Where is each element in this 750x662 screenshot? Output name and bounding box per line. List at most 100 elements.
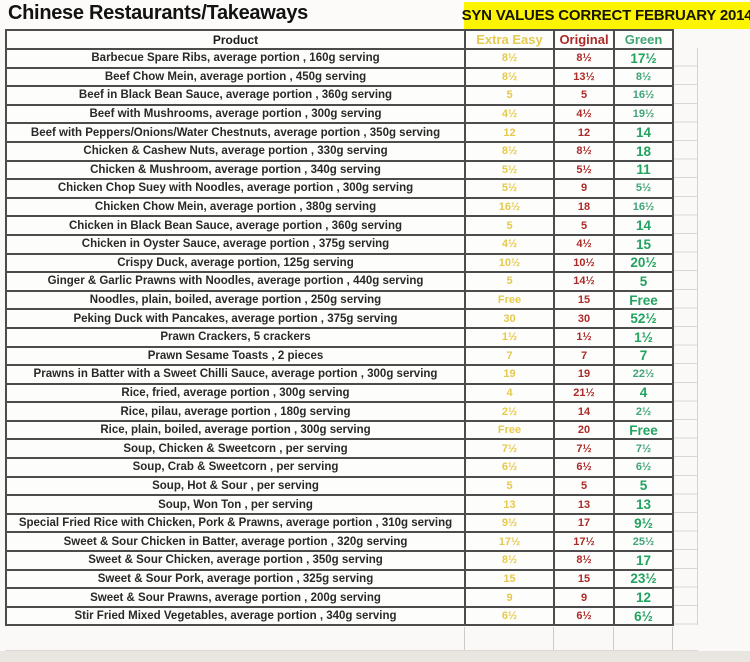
table-row: Prawn Sesame Toasts , 2 pieces 7 7 7 bbox=[5, 345, 674, 367]
original-cell: 5½ bbox=[553, 159, 615, 181]
product-cell: Soup, Won Ton , per serving bbox=[5, 494, 466, 515]
product-cell: Sweet & Sour Prawns, average portion , 2… bbox=[5, 587, 466, 608]
extra-easy-cell: 15 bbox=[464, 568, 555, 590]
table-row: Prawn Crackers, 5 crackers 1½ 1½ 1½ bbox=[5, 326, 674, 348]
green-cell: 17 bbox=[613, 550, 674, 571]
table-row: Ginger & Garlic Prawns with Noodles, ave… bbox=[5, 271, 674, 292]
empty-grid-row bbox=[5, 627, 698, 651]
product-cell: Crispy Duck, average portion, 125g servi… bbox=[5, 252, 466, 274]
extra-easy-cell: 4½ bbox=[464, 233, 555, 255]
original-cell: 21½ bbox=[553, 382, 615, 404]
original-cell: 14½ bbox=[553, 271, 615, 292]
table-row: Stir Fried Mixed Vegetables, average por… bbox=[5, 605, 674, 627]
table-row: Chicken in Black Bean Sauce, average por… bbox=[5, 215, 674, 236]
original-cell: 7½ bbox=[553, 438, 615, 460]
table-row: Special Fried Rice with Chicken, Pork & … bbox=[5, 512, 674, 534]
original-cell: 5 bbox=[553, 85, 615, 106]
table-row: Sweet & Sour Prawns, average portion , 2… bbox=[5, 587, 674, 608]
green-cell: 14 bbox=[613, 122, 674, 143]
original-cell: 17½ bbox=[553, 531, 615, 553]
original-cell: 9 bbox=[553, 587, 615, 608]
product-cell: Prawn Crackers, 5 crackers bbox=[5, 326, 466, 348]
product-cell: Ginger & Garlic Prawns with Noodles, ave… bbox=[5, 271, 466, 292]
extra-easy-cell: 6½ bbox=[464, 457, 555, 478]
green-cell: 7 bbox=[613, 345, 674, 367]
green-cell: 14 bbox=[613, 215, 674, 236]
product-cell: Rice, fried, average portion , 300g serv… bbox=[5, 382, 466, 404]
original-cell: 6½ bbox=[553, 605, 615, 627]
product-cell: Beef with Mushrooms, average portion , 3… bbox=[5, 103, 466, 125]
original-cell: 15 bbox=[553, 568, 615, 590]
green-cell: 17½ bbox=[613, 48, 674, 69]
product-cell: Prawns in Batter with a Sweet Chilli Sau… bbox=[5, 364, 466, 385]
table-row: Beef in Black Bean Sauce, average portio… bbox=[5, 85, 674, 106]
page-title: Chinese Restaurants/Takeaways bbox=[8, 2, 308, 24]
extra-easy-cell: 5½ bbox=[464, 159, 555, 181]
original-cell: 12 bbox=[553, 122, 615, 143]
extra-easy-cell: Free bbox=[464, 419, 555, 441]
original-cell: 5 bbox=[553, 475, 615, 497]
col-header-extra-easy: Extra Easy bbox=[464, 29, 555, 50]
product-cell: Sweet & Sour Pork, average portion , 325… bbox=[5, 568, 466, 590]
table-row: Beef with Mushrooms, average portion , 3… bbox=[5, 103, 674, 125]
extra-easy-cell: 4 bbox=[464, 382, 555, 404]
green-cell: 52½ bbox=[613, 308, 674, 329]
syn-values-banner: SYN VALUES CORRECT FEBRUARY 2014 bbox=[462, 2, 750, 29]
table-row: Soup, Won Ton , per serving 13 13 13 bbox=[5, 494, 674, 515]
green-cell: 5½ bbox=[613, 178, 674, 199]
green-cell: 18 bbox=[613, 140, 674, 162]
product-cell: Chicken in Oyster Sauce, average portion… bbox=[5, 233, 466, 255]
grid-divider bbox=[464, 627, 465, 650]
table-row: Chicken & Cashew Nuts, average portion ,… bbox=[5, 140, 674, 162]
extra-easy-cell: 5 bbox=[464, 271, 555, 292]
table-row: Barbecue Spare Ribs, average portion , 1… bbox=[5, 48, 674, 69]
original-cell: 8½ bbox=[553, 48, 615, 69]
syn-values-table: Product Extra Easy Original Green Barbec… bbox=[5, 29, 674, 627]
original-cell: 20 bbox=[553, 419, 615, 441]
table-row: Crispy Duck, average portion, 125g servi… bbox=[5, 252, 674, 274]
table-body: Barbecue Spare Ribs, average portion , 1… bbox=[5, 48, 674, 627]
table-row: Peking Duck with Pancakes, average porti… bbox=[5, 308, 674, 329]
extra-easy-cell: 8½ bbox=[464, 550, 555, 571]
original-cell: 30 bbox=[553, 308, 615, 329]
table-row: Soup, Hot & Sour , per serving 5 5 5 bbox=[5, 475, 674, 497]
green-cell: 6½ bbox=[613, 605, 674, 627]
table-row: Prawns in Batter with a Sweet Chilli Sau… bbox=[5, 364, 674, 385]
extra-easy-cell: 8½ bbox=[464, 48, 555, 69]
original-cell: 13½ bbox=[553, 66, 615, 88]
product-cell: Rice, plain, boiled, average portion , 3… bbox=[5, 419, 466, 441]
green-cell: 6½ bbox=[613, 457, 674, 478]
green-cell: 25½ bbox=[613, 531, 674, 553]
original-cell: 6½ bbox=[553, 457, 615, 478]
original-cell: 10½ bbox=[553, 252, 615, 274]
title-bar: Chinese Restaurants/Takeaways SYN VALUES… bbox=[0, 0, 750, 29]
table-row: Rice, pilau, average portion , 180g serv… bbox=[5, 401, 674, 422]
table-row: Chicken Chop Suey with Noodles, average … bbox=[5, 178, 674, 199]
green-cell: 16½ bbox=[613, 196, 674, 218]
bottom-margin-band bbox=[0, 651, 750, 662]
table-row: Beef with Peppers/Onions/Water Chestnuts… bbox=[5, 122, 674, 143]
original-cell: 18 bbox=[553, 196, 615, 218]
product-cell: Chicken Chop Suey with Noodles, average … bbox=[5, 178, 466, 199]
product-cell: Peking Duck with Pancakes, average porti… bbox=[5, 308, 466, 329]
extra-easy-cell: 30 bbox=[464, 308, 555, 329]
extra-easy-cell: 9 bbox=[464, 587, 555, 608]
original-cell: 4½ bbox=[553, 233, 615, 255]
green-cell: 7½ bbox=[613, 438, 674, 460]
green-cell: 13 bbox=[613, 494, 674, 515]
table-row: Sweet & Sour Chicken, average portion , … bbox=[5, 550, 674, 571]
product-cell: Chicken Chow Mein, average portion , 380… bbox=[5, 196, 466, 218]
table-row: Rice, plain, boiled, average portion , 3… bbox=[5, 419, 674, 441]
table-row: Soup, Chicken & Sweetcorn , per serving … bbox=[5, 438, 674, 460]
product-cell: Chicken & Mushroom, average portion , 34… bbox=[5, 159, 466, 181]
extra-easy-cell: 5½ bbox=[464, 178, 555, 199]
product-cell: Rice, pilau, average portion , 180g serv… bbox=[5, 401, 466, 422]
extra-easy-cell: 12 bbox=[464, 122, 555, 143]
product-cell: Stir Fried Mixed Vegetables, average por… bbox=[5, 605, 466, 627]
original-cell: 8½ bbox=[553, 550, 615, 571]
original-cell: 19 bbox=[553, 364, 615, 385]
table-row: Sweet & Sour Chicken in Batter, average … bbox=[5, 531, 674, 553]
extra-easy-cell: 7½ bbox=[464, 438, 555, 460]
table-row: Sweet & Sour Pork, average portion , 325… bbox=[5, 568, 674, 590]
